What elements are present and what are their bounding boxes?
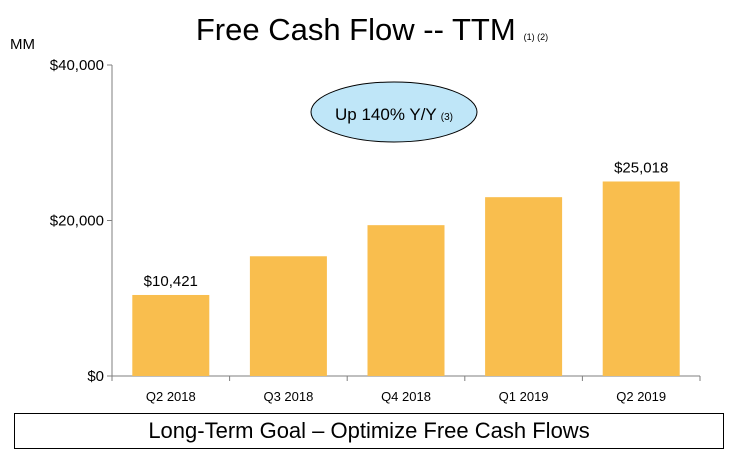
title-text: Free Cash Flow -- TTM bbox=[195, 12, 516, 47]
bar bbox=[249, 256, 327, 376]
axes: $0 $20,000 $40,000 Q2 2018 Q3 2018 Q4 2018 Q1 … bbox=[50, 57, 701, 404]
y-tick-label: $0 bbox=[87, 368, 104, 385]
bars: $10,421 $25,018 bbox=[132, 159, 680, 376]
chart-title: Free Cash Flow -- TTM (1) (2) bbox=[0, 10, 744, 57]
callout-footnote: (3) bbox=[441, 112, 453, 123]
x-tick-label: Q1 2019 bbox=[499, 389, 549, 404]
x-tick-label: Q2 2019 bbox=[616, 389, 666, 404]
x-tick-label: Q3 2018 bbox=[263, 389, 313, 404]
bar bbox=[132, 294, 210, 376]
y-tick-label: $40,000 bbox=[50, 57, 104, 74]
title-footnote: (1) (2) bbox=[523, 32, 549, 42]
unit-label: MM bbox=[10, 36, 35, 53]
goal-banner: Long-Term Goal – Optimize Free Cash Flow… bbox=[14, 413, 724, 449]
x-tick-label: Q4 2018 bbox=[381, 389, 431, 404]
bar bbox=[485, 197, 563, 376]
data-label: $10,421 bbox=[144, 273, 198, 290]
bar bbox=[367, 225, 445, 376]
callout: Up 140% Y/Y (3) bbox=[310, 81, 478, 143]
callout-main: Up 140% Y/Y bbox=[335, 105, 437, 124]
data-label: $25,018 bbox=[614, 159, 668, 176]
x-tick-label: Q2 2018 bbox=[146, 389, 196, 404]
y-tick-label: $20,000 bbox=[50, 213, 104, 230]
bar bbox=[602, 181, 680, 376]
callout-ellipse bbox=[310, 81, 478, 143]
callout-text: Up 140% Y/Y (3) bbox=[335, 105, 453, 124]
